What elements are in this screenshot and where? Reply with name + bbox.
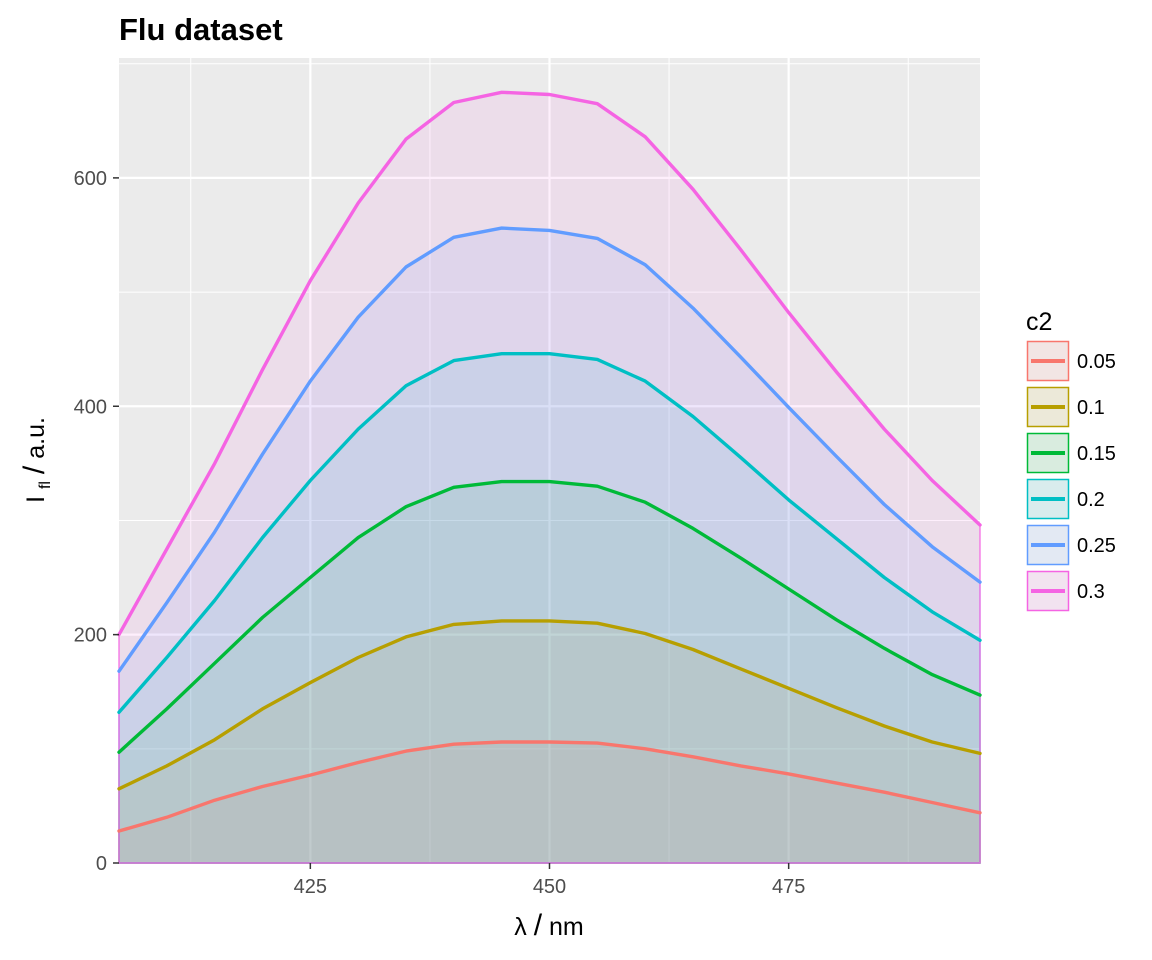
legend-key-0-15 [1026, 432, 1070, 474]
legend-key-0-25 [1026, 524, 1070, 566]
legend: 0.05 0.1 0.15 0.2 0.25 0.3 [1026, 340, 1116, 612]
x-axis-title: λ / nm [514, 909, 583, 942]
y-axis-title: I fl / a.u. [18, 417, 56, 503]
legend-label: 0.15 [1077, 443, 1116, 465]
x-tick-label: 475 [772, 876, 805, 898]
x-axis-title-slash: / [534, 909, 543, 942]
legend-label: 0.05 [1077, 351, 1116, 373]
x-tick-label: 450 [533, 876, 566, 898]
series-line-0-3 [117, 90, 982, 637]
chart-title: Flu dataset [119, 12, 283, 47]
y-axis-title-slash: / [18, 465, 51, 474]
series-line-0-15 [117, 479, 982, 754]
y-axis-title-subscript: fl [37, 481, 54, 489]
legend-key-0-3 [1026, 570, 1070, 612]
series-line-0-25 [117, 226, 982, 673]
legend-label: 0.1 [1077, 397, 1105, 419]
y-tick-label: 200 [74, 625, 107, 647]
y-tick-label: 400 [74, 396, 107, 418]
x-axis-title-main: λ [514, 913, 527, 941]
y-axis-title-unit: a.u. [22, 417, 50, 459]
legend-key-0-1 [1026, 386, 1070, 428]
y-tick-label: 0 [96, 853, 107, 875]
y-axis-title-main: I [22, 496, 50, 503]
legend-key-0-05 [1026, 340, 1070, 382]
legend-label: 0.3 [1077, 581, 1105, 603]
x-tick-label: 425 [294, 876, 327, 898]
series-line-0-2 [117, 352, 982, 714]
legend-key-0-2 [1026, 478, 1070, 520]
y-tick-label: 600 [74, 168, 107, 190]
legend-label: 0.2 [1077, 489, 1105, 511]
series-line-0-05 [117, 740, 982, 833]
legend-label: 0.25 [1077, 535, 1116, 557]
legend-title: c2 [1026, 308, 1052, 336]
series-line-0-1 [117, 619, 982, 791]
series-lines [117, 90, 982, 833]
axis-ticks: 425 450 475 0 200 400 600 [74, 168, 806, 898]
x-axis-title-unit: nm [549, 913, 584, 941]
